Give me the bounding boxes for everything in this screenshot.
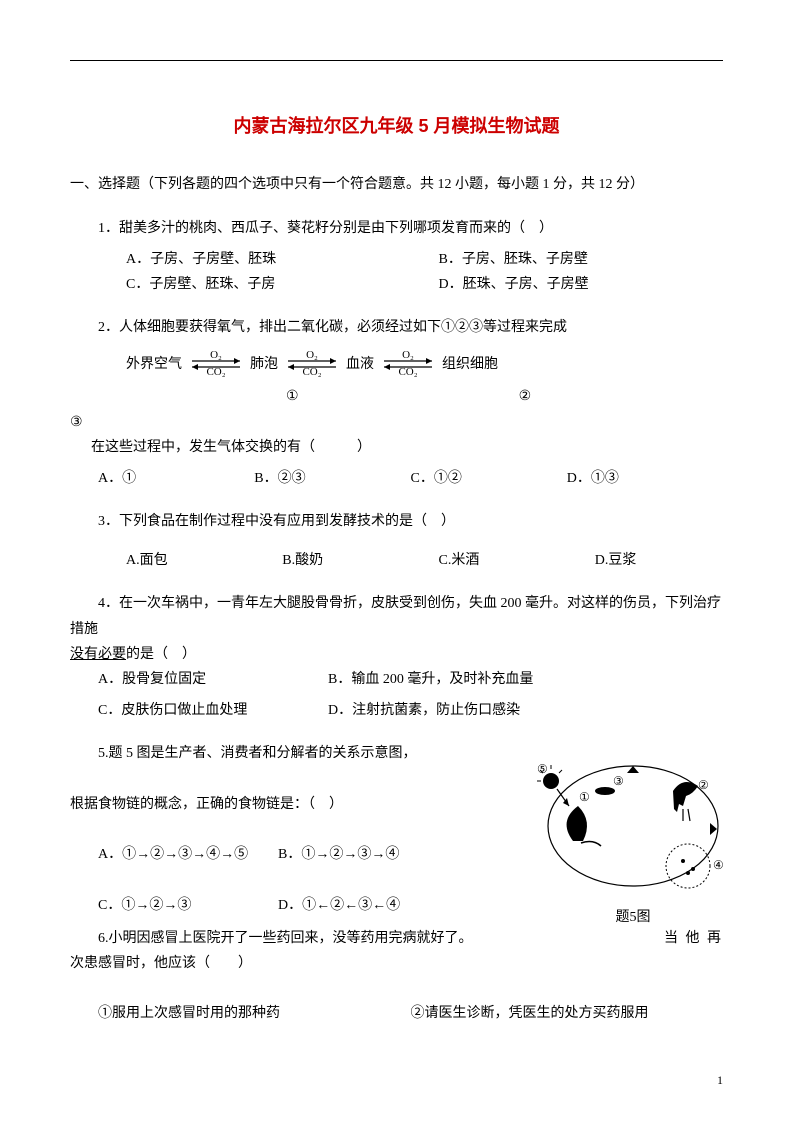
q2-sub: 在这些过程中，发生气体交换的有（ ） xyxy=(91,435,723,460)
q2-flow-diagram: 外界空气 O₂ CO₂ 肺泡 O₂ CO₂ 血液 O₂ xyxy=(126,348,723,380)
top-rule xyxy=(70,60,723,61)
q5-optD: D．①←②←③←④ xyxy=(278,893,458,918)
q4-optA: A．股骨复位固定 xyxy=(98,667,328,692)
q2-marker-3: ③ xyxy=(70,410,723,435)
q5-figure: ① ③ ② ④ ⑤ 题5图 xyxy=(533,751,733,921)
q2-arrow-3: O₂ CO₂ xyxy=(380,348,436,380)
q3-options: A.面包 B.酸奶 C.米酒 D.豆浆 xyxy=(98,548,723,573)
q5-options-row2: C．①→②→③ D．①←②←③←④ xyxy=(98,893,458,918)
q4-text-part1: 4．在一次车祸中，一青年左大腿股骨骨折，皮肤受到创伤，失血 200 毫升。对这样… xyxy=(70,591,723,641)
q1-optD: D．胚珠、子房、子房壁 xyxy=(411,272,724,297)
svg-text:①: ① xyxy=(579,790,590,804)
q1-options-row2: C．子房壁、胚珠、子房 D．胚珠、子房、子房壁 xyxy=(98,272,723,297)
q2-arrow-1: O₂ CO₂ xyxy=(188,348,244,380)
question-4: 4．在一次车祸中，一青年左大腿股骨骨折，皮肤受到创伤，失血 200 毫升。对这样… xyxy=(70,591,723,723)
q2-marker-2: ② xyxy=(519,384,532,409)
question-1: 1．甜美多汁的桃肉、西瓜子、葵花籽分别是由下列哪项发育而来的（ ） A．子房、子… xyxy=(70,216,723,298)
q2-node-3: 血液 xyxy=(346,352,374,377)
q4-text: 4．在一次车祸中，一青年左大腿股骨骨折，皮肤受到创伤，失血 200 毫升。对这样… xyxy=(70,591,723,667)
co2-label: CO₂ xyxy=(188,363,244,383)
food-chain-diagram-icon: ① ③ ② ④ ⑤ xyxy=(533,751,733,901)
svg-text:②: ② xyxy=(698,778,709,792)
section-1-heading: 一、选择题（下列各题的四个选项中只有一个符合题意。共 12 小题，每小题 1 分… xyxy=(70,172,723,197)
question-6: 6.小明因感冒上医院开了一些药回来，没等药用完病就好了。 当 他 再 次患感冒时… xyxy=(70,926,723,1027)
q5-options-row1: A．①→②→③→④→⑤ B．①→②→③→④ xyxy=(98,842,458,867)
q6-opt1: ①服用上次感冒时用的那种药 xyxy=(98,1001,411,1026)
q1-optC: C．子房壁、胚珠、子房 xyxy=(98,272,411,297)
q3-optB: B.酸奶 xyxy=(254,548,410,573)
q6-opt2: ②请医生诊断，凭医生的处方买药服用 xyxy=(411,1001,724,1026)
q6-options: ①服用上次感冒时用的那种药 ②请医生诊断，凭医生的处方买药服用 xyxy=(98,1001,723,1026)
q6-text-cont: 次患感冒时，他应该（ ） xyxy=(70,951,723,976)
svg-text:⑤: ⑤ xyxy=(537,762,548,776)
q6-text-part1: 6.小明因感冒上医院开了一些药回来，没等药用完病就好了。 xyxy=(70,926,500,951)
q5-optA: A．①→②→③→④→⑤ xyxy=(98,842,278,867)
q3-optA: A.面包 xyxy=(98,548,254,573)
svg-text:④: ④ xyxy=(713,858,724,872)
q5-caption: 题5图 xyxy=(533,905,733,930)
q2-node-1: 外界空气 xyxy=(126,352,182,377)
question-3: 3．下列食品在制作过程中没有应用到发酵技术的是（ ） A.面包 B.酸奶 C.米… xyxy=(70,509,723,573)
q1-text: 1．甜美多汁的桃肉、西瓜子、葵花籽分别是由下列哪项发育而来的（ ） xyxy=(70,216,723,241)
q5-optC: C．①→②→③ xyxy=(98,893,278,918)
q2-marker-1: ① xyxy=(286,384,299,409)
q2-optC: C．①② xyxy=(411,466,567,491)
q4-optC: C．皮肤伤口做止血处理 xyxy=(98,698,328,723)
page-title: 内蒙古海拉尔区九年级 5 月模拟生物试题 xyxy=(70,110,723,142)
q1-optB: B．子房、胚珠、子房壁 xyxy=(411,247,724,272)
q4-optD: D．注射抗菌素，防止伤口感染 xyxy=(328,698,520,723)
svg-text:③: ③ xyxy=(613,774,624,788)
q3-text: 3．下列食品在制作过程中没有应用到发酵技术的是（ ） xyxy=(70,509,723,534)
q3-optC: C.米酒 xyxy=(411,548,567,573)
q4-optB: B．输血 200 毫升，及时补充血量 xyxy=(328,667,533,692)
q2-options: A．① B．②③ C．①② D．①③ xyxy=(98,466,723,491)
question-5: 5.题 5 图是生产者、消费者和分解者的关系示意图， 根据食物链的概念，正确的食… xyxy=(70,741,723,917)
q2-node-2: 肺泡 xyxy=(250,352,278,377)
q4-options: A．股骨复位固定 B．输血 200 毫升，及时补充血量 C．皮肤伤口做止血处理 … xyxy=(98,667,723,723)
q5-optB: B．①→②→③→④ xyxy=(278,842,458,867)
q2-node-4: 组织细胞 xyxy=(442,352,498,377)
question-2: 2．人体细胞要获得氧气，排出二氧化碳，必须经过如下①②③等过程来完成 外界空气 … xyxy=(70,315,723,491)
page-number: 1 xyxy=(717,1070,723,1092)
co2-label: CO₂ xyxy=(284,363,340,383)
co2-label: CO₂ xyxy=(380,363,436,383)
q2-optB: B．②③ xyxy=(254,466,410,491)
q2-text: 2．人体细胞要获得氧气，排出二氧化碳，必须经过如下①②③等过程来完成 xyxy=(70,315,723,340)
q4-underline: 没有必要 xyxy=(70,647,126,662)
q2-arrow-2: O₂ CO₂ xyxy=(284,348,340,380)
q1-optA: A．子房、子房壁、胚珠 xyxy=(98,247,411,272)
q2-optD: D．①③ xyxy=(567,466,723,491)
q3-optD: D.豆浆 xyxy=(567,548,723,573)
q2-optA: A．① xyxy=(98,466,254,491)
q1-options-row1: A．子房、子房壁、胚珠 B．子房、胚珠、子房壁 xyxy=(98,247,723,272)
q2-markers: ① ② xyxy=(126,384,723,409)
q4-text-part2: 的是（ ） xyxy=(126,647,196,662)
